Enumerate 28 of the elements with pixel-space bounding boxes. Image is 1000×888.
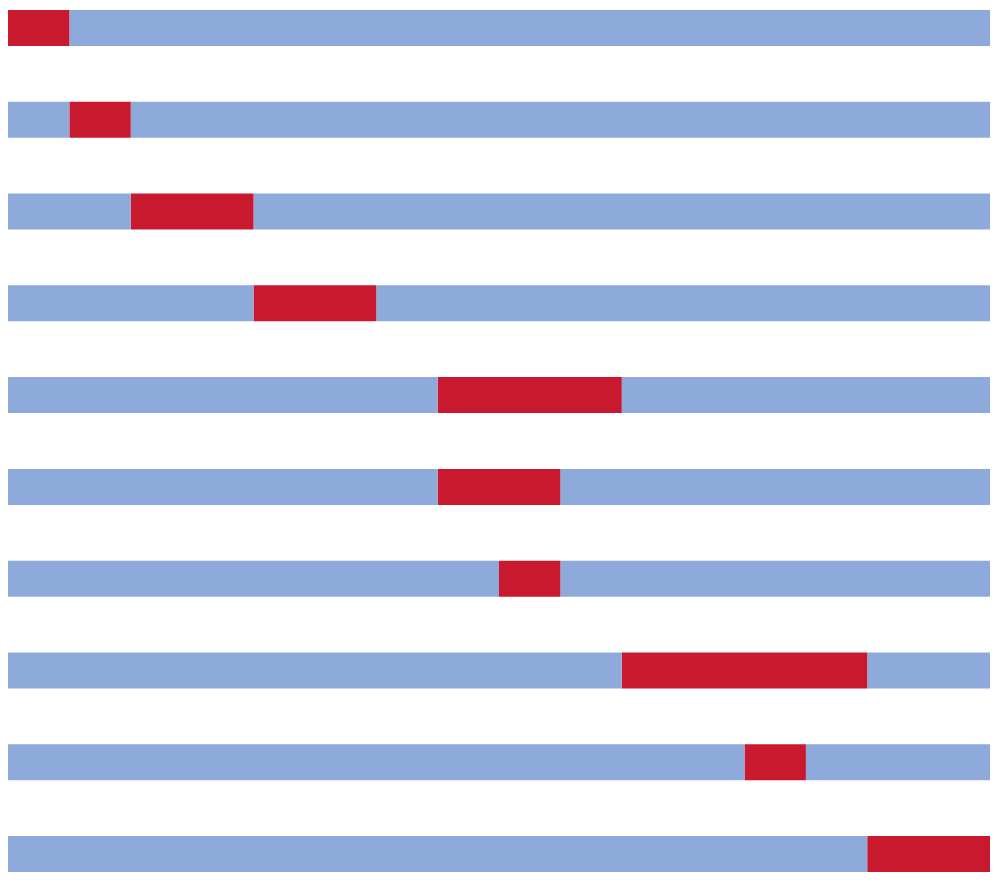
bar	[8, 377, 438, 414]
bar	[376, 285, 991, 322]
bar	[8, 101, 70, 138]
bar	[621, 377, 991, 414]
bar	[253, 193, 991, 230]
bar	[437, 377, 622, 414]
bar	[8, 9, 70, 46]
bar	[8, 560, 500, 597]
bar	[130, 101, 991, 138]
bar	[805, 744, 991, 781]
bar	[69, 101, 131, 138]
bar	[867, 652, 991, 689]
bar	[744, 744, 806, 781]
bar	[253, 285, 377, 322]
bar	[8, 468, 438, 505]
bar	[560, 468, 991, 505]
bar	[8, 744, 745, 781]
bar	[560, 560, 991, 597]
bar	[499, 560, 561, 597]
bar	[8, 836, 868, 873]
bar	[437, 468, 561, 505]
bar	[130, 193, 254, 230]
bar	[8, 285, 254, 322]
bar	[8, 652, 622, 689]
bar	[621, 652, 868, 689]
bar	[867, 836, 991, 873]
bar	[8, 193, 131, 230]
bar	[69, 9, 991, 46]
